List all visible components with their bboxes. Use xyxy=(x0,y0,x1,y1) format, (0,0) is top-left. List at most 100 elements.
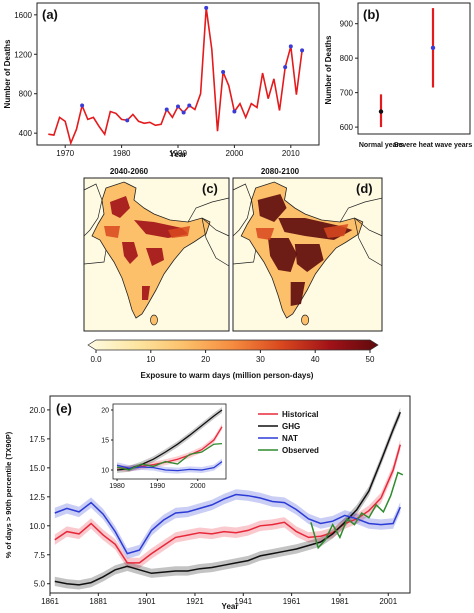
country-border xyxy=(354,217,383,267)
exposure-hotspot xyxy=(268,238,297,272)
panel-b-mean-point xyxy=(430,45,436,51)
panel-b-ylabel: Number of Deaths xyxy=(324,35,333,104)
panel-a-ytick-label: 1200 xyxy=(14,50,32,59)
panel-a-data-point xyxy=(204,5,209,10)
panel-e-xtick-label: 1921 xyxy=(186,597,204,606)
inset-frame xyxy=(112,403,227,480)
legend-label: Observed xyxy=(282,446,319,455)
panel-b-category-label: Severe heat wave years xyxy=(394,142,473,149)
panel-d-label: (d) xyxy=(356,181,373,196)
india-exposure-map-d xyxy=(232,181,383,326)
panel-e-series-line xyxy=(310,471,404,550)
inset-xtick-label: 2000 xyxy=(190,483,206,490)
panel-a-ytick-label: 400 xyxy=(19,129,33,138)
inset-ytick-label: 20 xyxy=(101,408,109,415)
colorbar-tick-label: 0.0 xyxy=(90,355,102,364)
panel-e-xtick-label: 1941 xyxy=(234,597,252,606)
panel-a: (a) Year Number of Deaths 1970 1980 1990 20… xyxy=(3,2,320,159)
panel-e-uncertainty-band xyxy=(54,489,401,559)
exposure-hotspot xyxy=(122,242,138,264)
panel-b-ytick-label: 600 xyxy=(340,123,354,132)
panel-b-ytick-label: 700 xyxy=(340,89,354,98)
panel-e-ytick-label: 7.5 xyxy=(34,551,46,560)
panel-a-xtick-label: 1970 xyxy=(56,149,74,158)
panel-e-xlabel: Year xyxy=(222,602,239,611)
panel-a-label: (a) xyxy=(42,7,58,22)
exposure-hotspot xyxy=(110,196,130,218)
panel-a-data-point xyxy=(300,48,305,53)
panel-a-data-point xyxy=(164,107,169,112)
panel-a-frame xyxy=(36,2,320,146)
panel-e-xtick-label: 1861 xyxy=(41,597,59,606)
exposure-hotspot xyxy=(142,286,150,300)
panel-e-xtick-label: 1961 xyxy=(283,597,301,606)
inset-uncertainty-band xyxy=(117,407,222,473)
panel-a-xlabel: Year xyxy=(170,150,187,159)
panel-b-label: (b) xyxy=(363,7,380,22)
panel-e-xtick-label: 1881 xyxy=(89,597,107,606)
panel-a-xtick-label: 1980 xyxy=(113,149,131,158)
exposure-warm-zone xyxy=(104,226,120,238)
panel-b-ytick-label: 800 xyxy=(340,54,354,63)
panel-b-frame xyxy=(357,2,471,135)
exposure-warm-zone xyxy=(323,224,349,238)
panel-e-series-line xyxy=(54,444,402,564)
panel-c-label: (c) xyxy=(202,181,218,196)
panel-b: (b) Number of Deaths 600 700 800 900 Normal … xyxy=(324,2,473,149)
panel-a-data-point xyxy=(176,104,180,109)
country-border xyxy=(187,197,230,223)
panel-a-data-point xyxy=(288,44,293,49)
country-border xyxy=(201,217,230,267)
panel-a-data-point xyxy=(232,109,237,114)
inset-ytick-label: 10 xyxy=(101,468,109,475)
country-border xyxy=(201,217,230,237)
panel-a-xtick-label: 2010 xyxy=(282,149,300,158)
panel-e-inset: 1980 1990 2000 10 15 20 xyxy=(101,403,227,490)
country-border xyxy=(339,197,383,223)
panel-e-ytick-label: 5.0 xyxy=(34,580,46,589)
panel-e-xtick-label: 2001 xyxy=(379,597,397,606)
panel-c-title: 2040-2060 xyxy=(110,167,149,176)
panel-e-xtick-label: 1981 xyxy=(331,597,349,606)
exposure-hotspot xyxy=(294,244,324,272)
panel-e-ytick-label: 12.5 xyxy=(29,493,45,502)
panel-e-label: (e) xyxy=(56,401,72,416)
panel-e-ytick-label: 10.0 xyxy=(29,522,45,531)
country-border xyxy=(83,183,103,237)
panel-e-uncertainty-band xyxy=(54,439,401,569)
panel-e: (e) Year % of days > 90th percentile (TX… xyxy=(4,395,411,611)
panel-a-ylabel: Number of Deaths xyxy=(3,39,12,108)
sri-lanka xyxy=(150,314,158,326)
panel-b-category-label: Normal years xyxy=(359,142,403,149)
panel-a-ytick-label: 1600 xyxy=(14,11,32,20)
inset-series-line xyxy=(116,442,223,471)
exposure-warm-zone xyxy=(168,226,190,238)
colorbar: 0.0 10 20 30 40 50 Exposure to warm days (mil… xyxy=(87,339,379,380)
exposure-warm-zone xyxy=(255,228,275,240)
legend-label: Historical xyxy=(282,410,318,419)
panel-a-data-point xyxy=(221,70,226,75)
panel-c: 2040-2060 (c) xyxy=(83,167,230,332)
panel-e-series-line xyxy=(54,493,401,555)
panel-a-data-point xyxy=(125,118,130,123)
panel-a-ytick-label: 800 xyxy=(19,90,33,99)
panel-a-data-point xyxy=(80,103,85,108)
panel-a-data-point xyxy=(283,65,288,70)
legend-label: NAT xyxy=(282,434,298,443)
colorbar-tick-label: 10 xyxy=(146,355,155,364)
panel-a-series-line xyxy=(48,7,303,146)
colorbar-tick-label: 40 xyxy=(311,355,320,364)
country-border xyxy=(232,183,252,237)
panel-e-ylabel: % of days > 90th percentile (TX90P) xyxy=(4,431,13,558)
colorbar-gradient xyxy=(87,339,379,351)
panel-e-ytick-label: 15.0 xyxy=(29,464,45,473)
colorbar-label: Exposure to warm days (million person-da… xyxy=(141,371,314,380)
country-border xyxy=(354,217,383,237)
sri-lanka xyxy=(301,314,310,326)
panel-e-frame xyxy=(49,395,411,594)
exposure-hotspot xyxy=(146,248,164,266)
exposure-hotspot xyxy=(290,282,306,306)
inset-xtick-label: 1980 xyxy=(109,483,125,490)
country-border xyxy=(232,249,257,265)
